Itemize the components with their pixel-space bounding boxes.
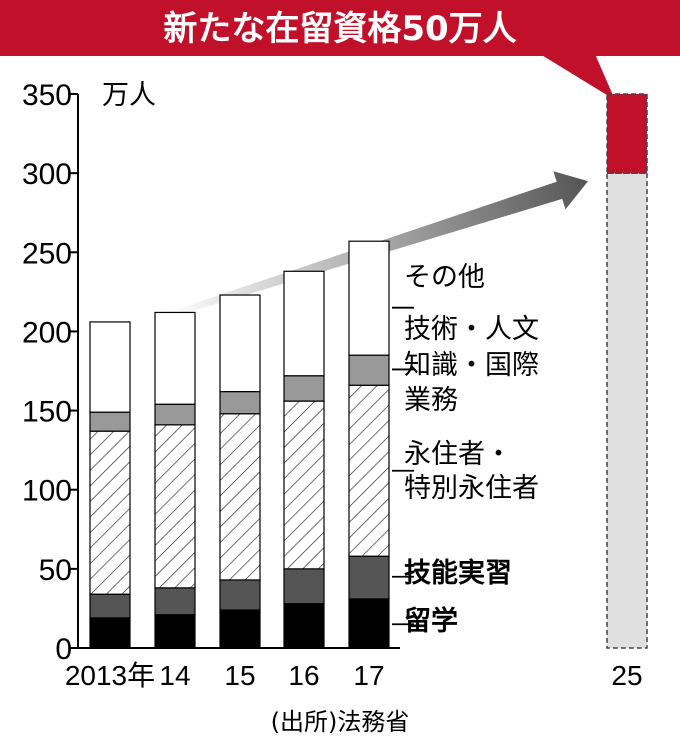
y-tick-label: 200 xyxy=(22,316,72,349)
bar-segment xyxy=(219,390,261,415)
title-banner: 新たな在留資格50万人 xyxy=(0,0,680,100)
x-tick-label: 2013年 xyxy=(65,660,155,691)
bar-segment xyxy=(154,424,196,589)
x-tick-label: 15 xyxy=(224,660,255,691)
source-note: (出所)法務省 xyxy=(271,708,410,736)
axes: 0 50 100 150 200 250 300 350 xyxy=(22,79,400,666)
bar-segment xyxy=(154,587,196,616)
bar-segment xyxy=(348,555,390,600)
bar-segment xyxy=(348,384,390,557)
x-tick-label: 14 xyxy=(159,660,190,691)
bar-segment xyxy=(348,598,390,649)
x-tick-label-projection: 25 xyxy=(611,660,642,691)
y-tick-label: 250 xyxy=(22,237,72,270)
bar-stack xyxy=(219,294,261,649)
bar-segment xyxy=(219,609,261,649)
bar-stack xyxy=(89,321,131,649)
bar-segment xyxy=(154,311,196,405)
bar-stack xyxy=(283,270,325,649)
y-tick-label: 150 xyxy=(22,396,72,429)
y-tick-label: 300 xyxy=(22,158,72,191)
y-axis-unit: 万人 xyxy=(102,80,156,111)
bar-segment xyxy=(283,603,325,649)
bar-stack xyxy=(348,240,390,649)
x-tick-label: 16 xyxy=(288,660,319,691)
projection-new xyxy=(606,93,648,174)
title-background xyxy=(0,0,680,56)
bar-segment xyxy=(89,593,131,619)
bar-segment xyxy=(89,430,131,595)
bar-segment xyxy=(219,294,261,393)
y-tick-label: 0 xyxy=(55,633,72,666)
bars: 2013年 14 15 16 17 25 xyxy=(65,93,648,691)
bar-segment xyxy=(89,321,131,413)
bar-segment xyxy=(348,354,390,386)
bar-stack xyxy=(154,311,196,649)
bar-segment xyxy=(89,411,131,432)
bar-segment xyxy=(283,400,325,570)
bar-segment xyxy=(283,568,325,605)
y-tick-label: 350 xyxy=(22,79,72,112)
legend-label: 知識・国際 xyxy=(404,350,539,381)
bar-segment xyxy=(283,375,325,402)
bar-segment xyxy=(219,413,261,581)
projection-base xyxy=(606,172,648,649)
bar-segment xyxy=(219,579,261,611)
x-tick-label: 17 xyxy=(353,660,384,691)
y-tick-label: 100 xyxy=(22,475,72,508)
chart-title: 新たな在留資格50万人 xyxy=(163,9,516,49)
legend-label: 技術・人文 xyxy=(404,314,539,345)
legend-label: 永住者・ xyxy=(404,439,512,470)
legend-label: 特別永住者 xyxy=(404,473,539,504)
bar-segment xyxy=(154,614,196,649)
bar-segment xyxy=(89,617,131,649)
title-tail xyxy=(540,54,615,100)
legend-label: その他 xyxy=(404,262,485,293)
legend-label: 技能実習 xyxy=(404,557,512,589)
legend-label: 業務 xyxy=(404,385,458,416)
bar-segment xyxy=(154,403,196,426)
bar-segment xyxy=(283,270,325,377)
bar-segment xyxy=(348,240,390,356)
legend-label: 留学 xyxy=(404,605,458,637)
y-tick-label: 50 xyxy=(39,554,72,587)
